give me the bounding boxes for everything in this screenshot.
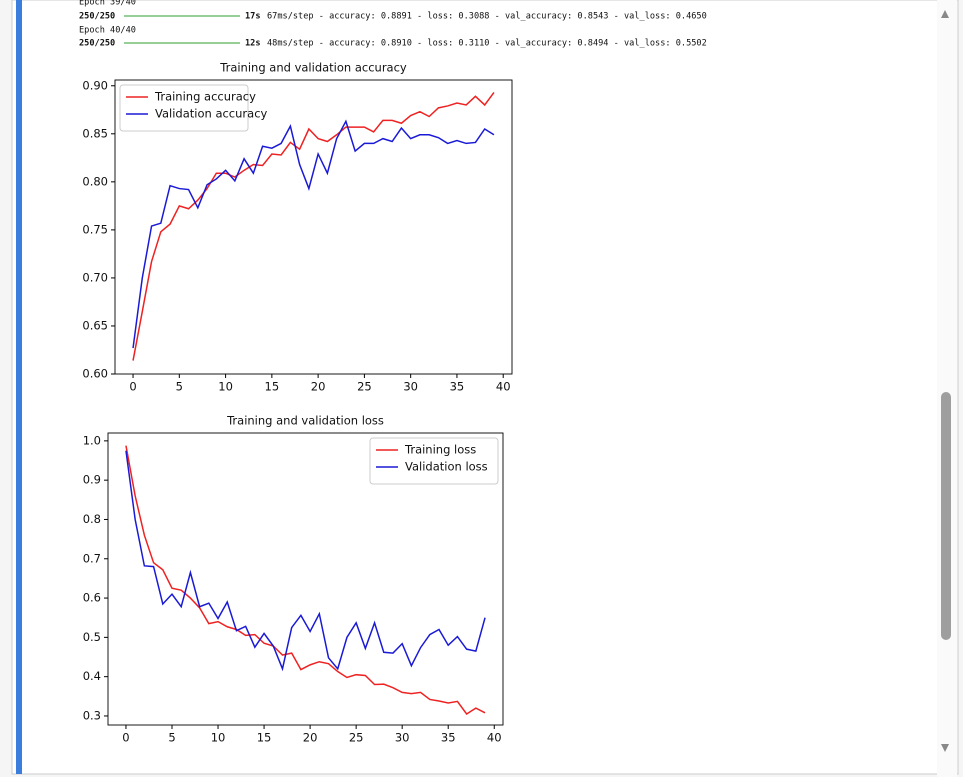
x-tick-label: 35 [441, 731, 456, 745]
x-tick-label: 25 [357, 380, 372, 394]
x-tick-label: 5 [176, 380, 183, 394]
line-series [132, 92, 495, 361]
x-tick-label: 15 [257, 731, 272, 745]
chart-title: Training and validation loss [226, 414, 384, 428]
y-tick-label: 0.5 [83, 630, 101, 644]
scroll-up[interactable] [941, 10, 949, 18]
line-series [125, 445, 486, 716]
y-tick-label: 0.70 [82, 270, 108, 284]
plot-area [114, 79, 513, 375]
x-tick-label: 25 [349, 731, 364, 745]
x-tick-label: 5 [168, 731, 175, 745]
x-tick-label: 20 [303, 731, 318, 745]
y-tick-label: 0.3 [83, 708, 101, 722]
log-step: 250/250 [79, 12, 115, 22]
x-tick-label: 10 [218, 380, 233, 394]
log-time: 12s [245, 39, 261, 49]
y-tick-label: 0.85 [82, 126, 108, 140]
y-tick-label: 1.0 [83, 433, 101, 447]
cell-indicator [16, 0, 22, 774]
x-tick-label: 15 [265, 380, 280, 394]
y-tick-label: 0.7 [83, 551, 101, 565]
y-tick-label: 0.75 [82, 222, 108, 236]
x-tick-label: 0 [129, 380, 136, 394]
x-tick-label: 40 [487, 731, 502, 745]
x-tick-label: 10 [211, 731, 226, 745]
scroll-down[interactable] [941, 744, 949, 752]
scrollbar-track[interactable] [937, 0, 957, 777]
x-tick-label: 30 [395, 731, 410, 745]
legend-label: Training accuracy [154, 90, 256, 104]
x-tick-label: 35 [450, 380, 465, 394]
y-tick-label: 0.4 [83, 669, 101, 683]
legend-label: Training loss [404, 443, 476, 457]
x-tick-label: 20 [311, 380, 326, 394]
log-detail: 48ms/step - accuracy: 0.8910 - loss: 0.3… [267, 39, 707, 49]
log-line: Epoch 39/40 [79, 0, 136, 8]
y-tick-label: 0.90 [82, 78, 108, 92]
chart-title: Training and validation accuracy [219, 61, 407, 75]
log-time: 17s [245, 12, 261, 22]
y-tick-label: 0.6 [83, 591, 101, 605]
log-line: Epoch 40/40 [79, 26, 136, 36]
y-tick-label: 0.65 [82, 318, 108, 332]
line-series [125, 450, 486, 672]
line-series [132, 119, 495, 349]
plot-area [107, 432, 504, 726]
log-detail: 67ms/step - accuracy: 0.8891 - loss: 0.3… [267, 12, 707, 22]
y-tick-label: 0.9 [83, 473, 101, 487]
y-tick-label: 0.8 [83, 512, 101, 526]
legend [119, 84, 249, 132]
x-tick-label: 40 [496, 380, 511, 394]
y-tick-label: 0.80 [82, 174, 108, 188]
legend-label: Validation accuracy [155, 107, 268, 121]
x-tick-label: 30 [403, 380, 418, 394]
scrollbar-thumb[interactable] [941, 392, 951, 640]
legend [369, 437, 499, 485]
legend-label: Validation loss [405, 460, 488, 474]
x-tick-label: 0 [122, 731, 129, 745]
y-tick-label: 0.60 [82, 367, 108, 381]
log-step: 250/250 [79, 39, 115, 49]
